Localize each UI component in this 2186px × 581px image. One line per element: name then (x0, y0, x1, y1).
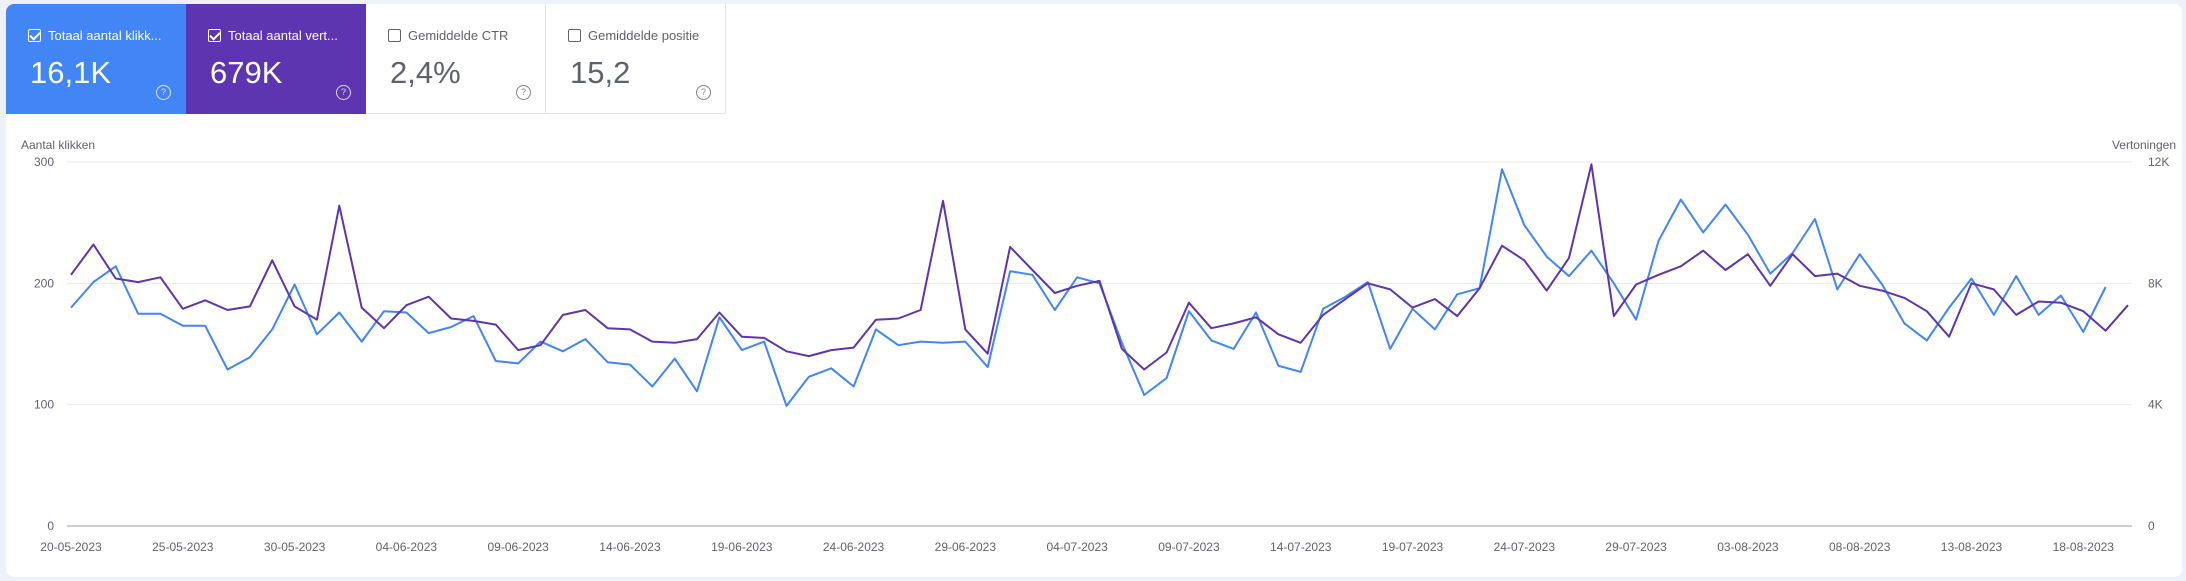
series-lines[interactable] (70, 163, 2129, 407)
x-tick-label: 29-06-2023 (935, 540, 997, 554)
help-icon[interactable]: ? (696, 85, 711, 100)
y-tick-right-label: 4K (2148, 398, 2163, 412)
performance-panel: Totaal aantal klikk... 16,1K ? Totaal aa… (6, 4, 2182, 577)
card-average-ctr[interactable]: Gemiddelde CTR 2,4% ? (366, 4, 546, 114)
x-tick-label: 03-08-2023 (1717, 540, 1779, 554)
card-value: 679K (210, 55, 283, 90)
card-average-position[interactable]: Gemiddelde positie 15,2 ? (546, 4, 726, 114)
card-total-impressions[interactable]: Totaal aantal vert... 679K ? (186, 4, 366, 114)
y-tick-left-label: 0 (47, 519, 54, 533)
y-axis-left-label: Aantal klikken (21, 138, 95, 152)
gridlines (67, 161, 2132, 527)
checkbox-average-ctr[interactable] (388, 29, 401, 42)
x-tick-label: 19-07-2023 (1382, 540, 1444, 554)
x-tick-label: 24-07-2023 (1494, 540, 1556, 554)
x-tick-label: 25-05-2023 (152, 540, 214, 554)
metric-cards: Totaal aantal klikk... 16,1K ? Totaal aa… (6, 4, 726, 114)
y-tick-right-label: 12K (2148, 155, 2169, 169)
y-axis-left-ticks: 0 100 200 300 (34, 155, 54, 533)
x-tick-label: 18-08-2023 (2053, 540, 2115, 554)
y-tick-left-label: 200 (34, 276, 54, 290)
card-value: 15,2 (570, 55, 631, 90)
help-icon[interactable]: ? (516, 85, 531, 100)
x-tick-label: 09-07-2023 (1158, 540, 1220, 554)
y-tick-left-label: 100 (34, 398, 54, 412)
help-icon[interactable]: ? (156, 85, 171, 100)
series-line[interactable] (70, 168, 2107, 407)
x-tick-label: 14-07-2023 (1270, 540, 1332, 554)
x-axis-ticks: 20-05-2023 25-05-2023 30-05-2023 04-06-2023… (40, 540, 2114, 554)
x-tick-label: 29-07-2023 (1605, 540, 1667, 554)
x-tick-label: 30-05-2023 (264, 540, 326, 554)
x-tick-label: 04-07-2023 (1046, 540, 1108, 554)
y-tick-left-label: 300 (34, 155, 54, 169)
x-tick-label: 13-08-2023 (1941, 540, 2003, 554)
y-tick-right-label: 8K (2148, 276, 2163, 290)
x-tick-label: 08-08-2023 (1829, 540, 1891, 554)
checkbox-total-impressions[interactable] (208, 29, 221, 42)
checkbox-average-position[interactable] (568, 29, 581, 42)
x-tick-label: 20-05-2023 (40, 540, 102, 554)
checkbox-total-clicks[interactable] (28, 29, 41, 42)
x-tick-label: 24-06-2023 (823, 540, 885, 554)
y-axis-right-ticks: 0 4K 8K 12K (2148, 155, 2169, 533)
help-icon[interactable]: ? (336, 85, 351, 100)
y-tick-right-label: 0 (2148, 519, 2155, 533)
x-tick-label: 04-06-2023 (376, 540, 438, 554)
series-line[interactable] (70, 163, 2129, 371)
card-value: 2,4% (390, 55, 461, 90)
y-axis-right-label: Vertoningen (2112, 138, 2176, 152)
x-tick-label: 19-06-2023 (711, 540, 773, 554)
x-tick-label: 09-06-2023 (487, 540, 549, 554)
card-total-clicks[interactable]: Totaal aantal klikk... 16,1K ? (6, 4, 186, 114)
x-tick-label: 14-06-2023 (599, 540, 661, 554)
card-value: 16,1K (30, 55, 112, 90)
